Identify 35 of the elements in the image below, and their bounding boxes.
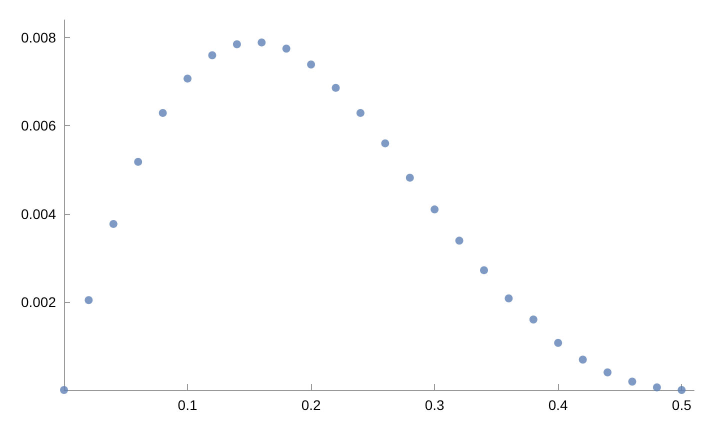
point xyxy=(430,205,439,214)
point xyxy=(406,174,414,182)
point xyxy=(480,266,488,274)
point xyxy=(60,386,68,394)
point xyxy=(134,158,142,166)
point xyxy=(109,220,118,228)
point xyxy=(184,74,192,83)
point xyxy=(84,296,93,304)
x-tick-label: 0.3 xyxy=(424,397,445,413)
point xyxy=(158,108,167,117)
point xyxy=(356,108,364,117)
point xyxy=(332,84,340,92)
point xyxy=(529,316,538,324)
point xyxy=(578,356,587,364)
y-tick-label: 0.004 xyxy=(20,206,56,222)
x-tick-label: 0.4 xyxy=(548,397,568,413)
x-tick-label: 0.5 xyxy=(672,397,692,413)
y-tick-label: 0.006 xyxy=(20,118,56,134)
point xyxy=(455,236,464,245)
point xyxy=(652,383,661,392)
point xyxy=(554,338,562,347)
point xyxy=(208,51,216,60)
y-tick-label: 0.002 xyxy=(20,294,56,310)
point xyxy=(307,60,316,68)
point xyxy=(604,368,612,376)
y-tick-label: 0.008 xyxy=(20,30,56,46)
x-tick-label: 0.2 xyxy=(301,397,321,413)
point xyxy=(258,38,266,46)
point xyxy=(381,139,390,148)
point xyxy=(282,44,290,53)
point xyxy=(628,378,636,386)
point xyxy=(678,386,686,394)
x-tick-label: 0.1 xyxy=(178,397,198,413)
point xyxy=(232,40,241,48)
point xyxy=(504,294,513,302)
